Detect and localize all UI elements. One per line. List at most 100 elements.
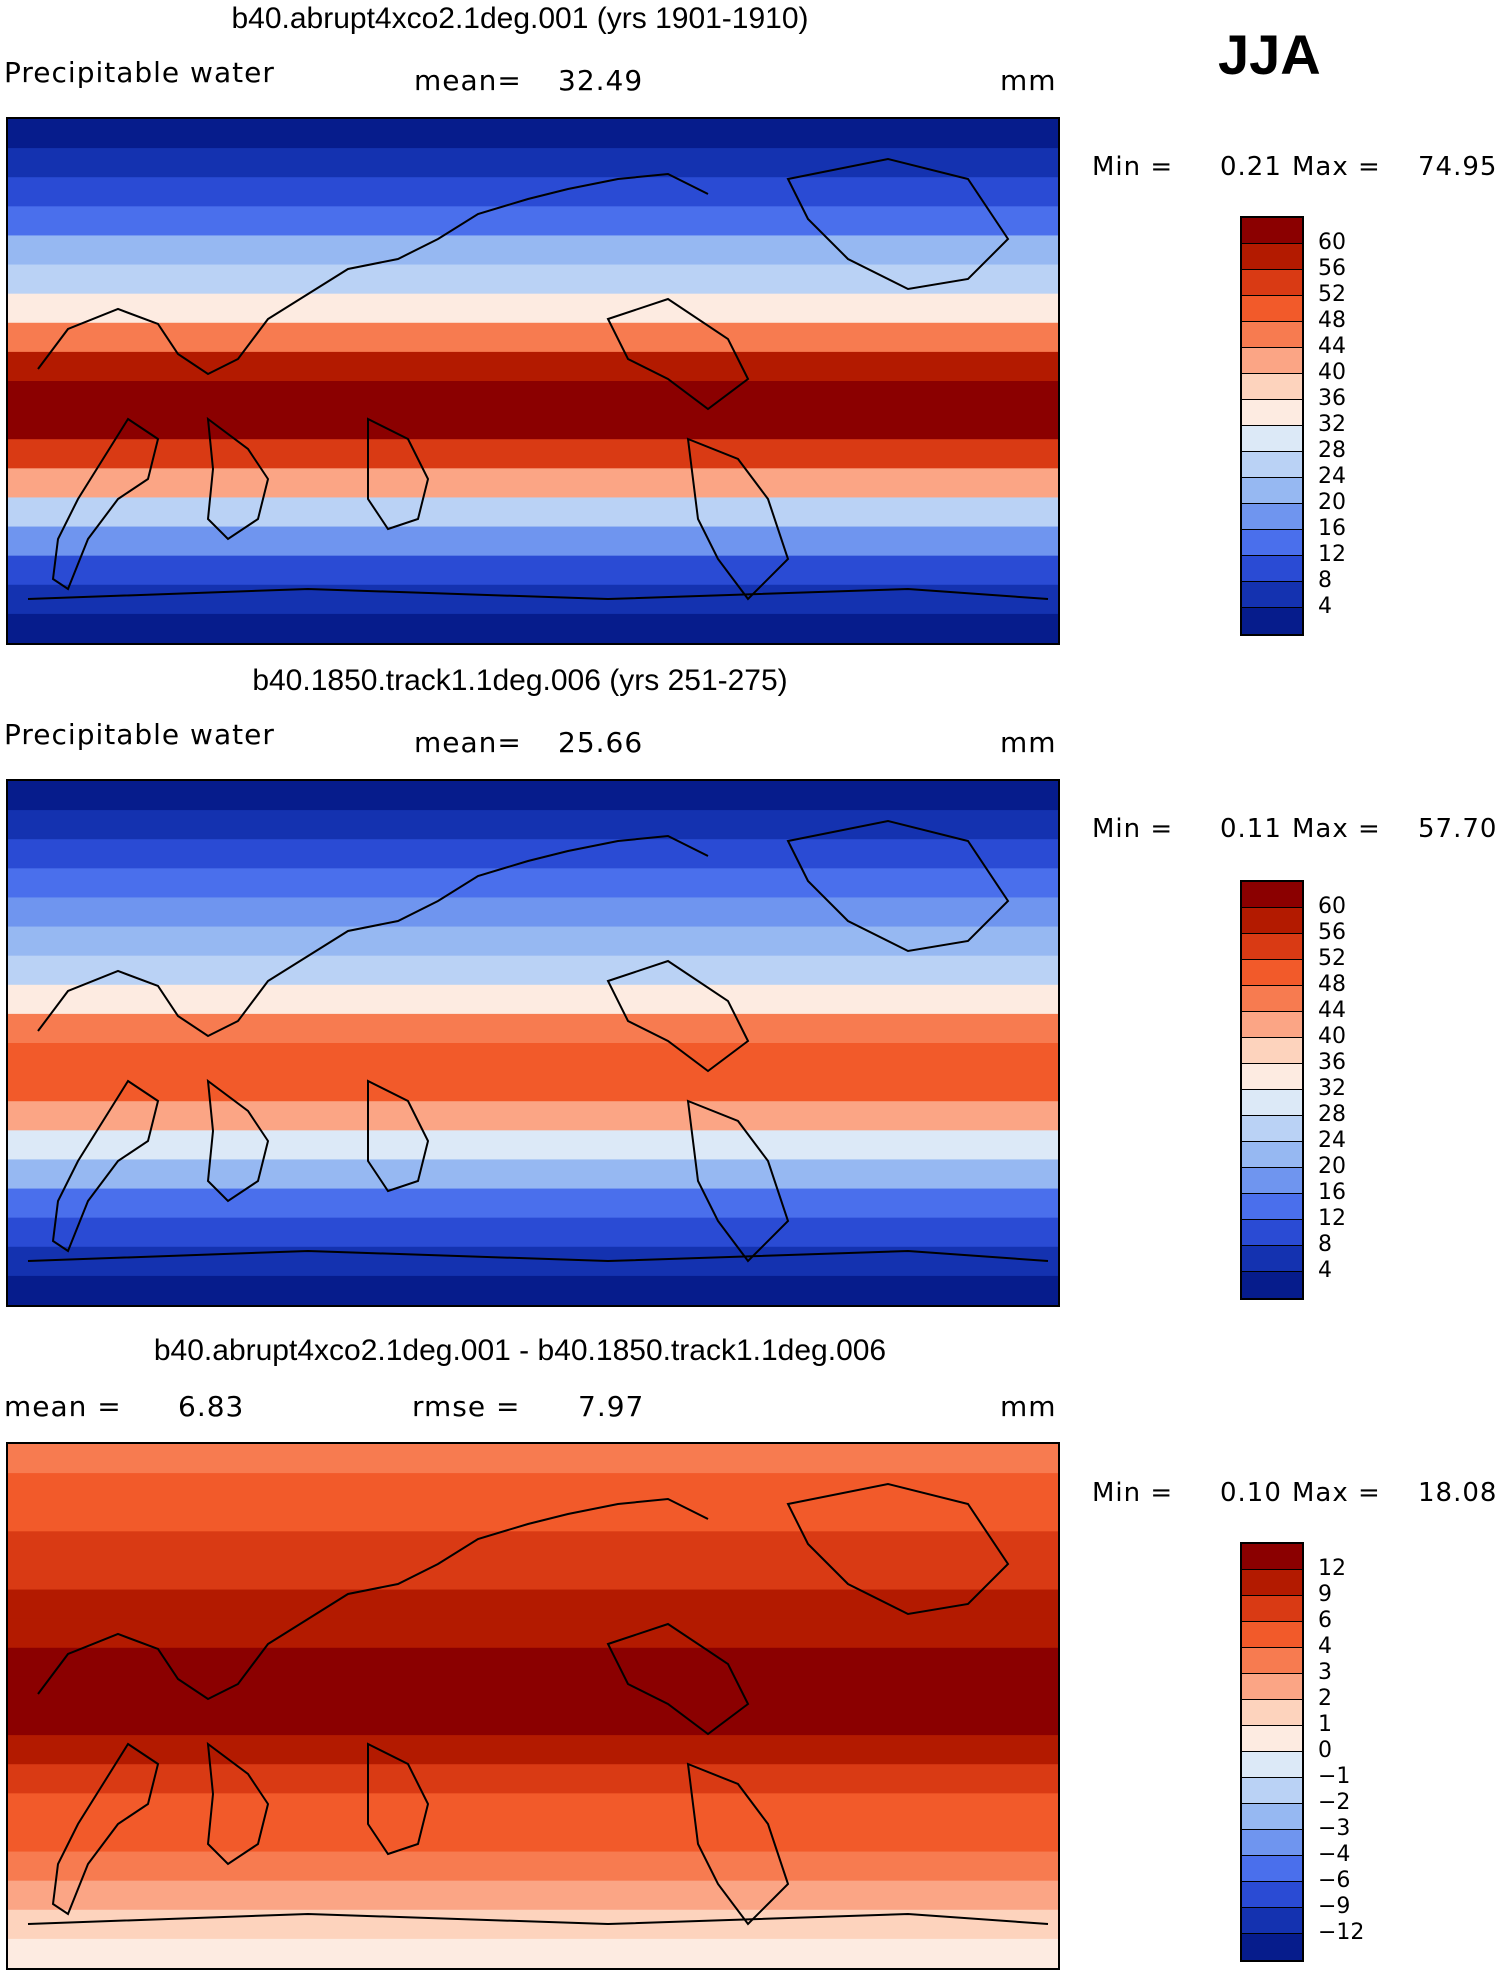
colorbar-swatch [1242, 1246, 1302, 1272]
coastline [206, 1078, 270, 1203]
panel-2-variable-label: Precipitable water [4, 718, 275, 751]
colorbar-tick-label: 8 [1318, 1232, 1332, 1257]
colorbar-swatch [1242, 1830, 1302, 1856]
colorbar-swatch [1242, 244, 1302, 270]
map-field-band [8, 1764, 1058, 1795]
colorbar-tick-label: 28 [1318, 1102, 1346, 1127]
map-field-band [8, 1159, 1058, 1190]
colorbar-tick-label: 40 [1318, 1024, 1346, 1049]
colorbar-swatch [1242, 1142, 1302, 1168]
colorbar-tick-label: 9 [1318, 1582, 1332, 1607]
map-field-band [8, 1706, 1058, 1737]
colorbar-tick-label: −3 [1318, 1816, 1351, 1841]
colorbar-swatch [1242, 1544, 1302, 1570]
map-field-band [8, 177, 1058, 208]
colorbar-tick-label: 60 [1318, 894, 1346, 919]
map-field-band [8, 1822, 1058, 1853]
map-field-band [8, 497, 1058, 528]
colorbar-swatch [1242, 556, 1302, 582]
panel-2-mean-value: 25.66 [558, 726, 644, 759]
map-field-band [8, 955, 1058, 986]
colorbar-tick-label: 1 [1318, 1712, 1332, 1737]
colorbar-swatch [1242, 1220, 1302, 1246]
colorbar-swatch [1242, 1752, 1302, 1778]
colorbar-tick-label: 40 [1318, 360, 1346, 385]
colorbar-swatch [1242, 1908, 1302, 1934]
colorbar-swatch [1242, 270, 1302, 296]
panel-1-min-label: Min = [1092, 152, 1174, 182]
map-field-band [8, 1072, 1058, 1103]
colorbar-tick-label: 20 [1318, 490, 1346, 515]
panel-3-min-label: Min = [1092, 1478, 1174, 1508]
coastline [37, 1497, 709, 1701]
colorbar-swatch [1242, 1012, 1302, 1038]
coastline [606, 959, 750, 1073]
colorbar-swatch [1242, 1622, 1302, 1648]
map-field-band [8, 613, 1058, 643]
coastline [37, 834, 709, 1038]
coastline [367, 1742, 430, 1856]
panel-1-colorbar [1240, 216, 1304, 636]
coastline [786, 819, 1010, 953]
colorbar-tick-label: 36 [1318, 386, 1346, 411]
colorbar-tick-label: 0 [1318, 1738, 1332, 1763]
panel-3-rmse-label: rmse = [412, 1390, 521, 1423]
panel-3-units: mm [1000, 1390, 1057, 1423]
map-field-band [8, 555, 1058, 586]
coastline [206, 1741, 270, 1866]
coastline [27, 587, 1049, 601]
map-field-band [8, 984, 1058, 1015]
colorbar-tick-label: 56 [1318, 256, 1346, 281]
coastline [206, 416, 270, 541]
colorbar-tick-label: 36 [1318, 1050, 1346, 1075]
colorbar-tick-label: 12 [1318, 542, 1346, 567]
panel-2-min-value: 0.11 [1220, 814, 1282, 844]
coastline [606, 1622, 750, 1736]
colorbar-swatch [1242, 1116, 1302, 1142]
map-field-band [8, 206, 1058, 237]
colorbar-tick-label: 48 [1318, 972, 1346, 997]
colorbar-swatch [1242, 1570, 1302, 1596]
colorbar-swatch [1242, 1778, 1302, 1804]
colorbar-swatch [1242, 322, 1302, 348]
colorbar-tick-label: 20 [1318, 1154, 1346, 1179]
colorbar-tick-label: 6 [1318, 1608, 1332, 1633]
map-field-band [8, 322, 1058, 353]
colorbar-swatch [1242, 478, 1302, 504]
panel-2-max-label: Max = [1292, 814, 1381, 844]
coastline [686, 437, 790, 601]
panel-1-mean-value: 32.49 [558, 64, 644, 97]
colorbar-swatch [1242, 1064, 1302, 1090]
colorbar-tick-label: 12 [1318, 1556, 1346, 1581]
colorbar-swatch [1242, 400, 1302, 426]
panel-3-map [6, 1442, 1060, 1970]
coastline [51, 417, 160, 591]
map-field-band [8, 1618, 1058, 1649]
map-field-band [8, 381, 1058, 412]
map-field-band [8, 1735, 1058, 1766]
colorbar-tick-label: −2 [1318, 1790, 1351, 1815]
colorbar-swatch [1242, 1272, 1302, 1298]
map-field-band [8, 926, 1058, 957]
colorbar-tick-label: 16 [1318, 1180, 1346, 1205]
map-field-band [8, 1851, 1058, 1882]
coastline [686, 1099, 790, 1263]
colorbar-swatch [1242, 1934, 1302, 1960]
map-field-band [8, 410, 1058, 441]
coastline [786, 1482, 1010, 1616]
colorbar-swatch [1242, 1168, 1302, 1194]
colorbar-swatch [1242, 882, 1302, 908]
map-field-band [8, 1101, 1058, 1132]
colorbar-tick-label: 32 [1318, 1076, 1346, 1101]
panel-1-min-value: 0.21 [1220, 152, 1282, 182]
map-field-band [8, 1013, 1058, 1044]
colorbar-tick-label: 48 [1318, 308, 1346, 333]
panel-1-mean-label: mean= [414, 64, 522, 97]
map-field-band [8, 264, 1058, 295]
colorbar-swatch [1242, 218, 1302, 244]
colorbar-swatch [1242, 1090, 1302, 1116]
panel-3-mean-label: mean = [4, 1390, 122, 1423]
colorbar-tick-label: 4 [1318, 1634, 1332, 1659]
colorbar-tick-label: −1 [1318, 1764, 1351, 1789]
panel-1-map [6, 117, 1060, 645]
